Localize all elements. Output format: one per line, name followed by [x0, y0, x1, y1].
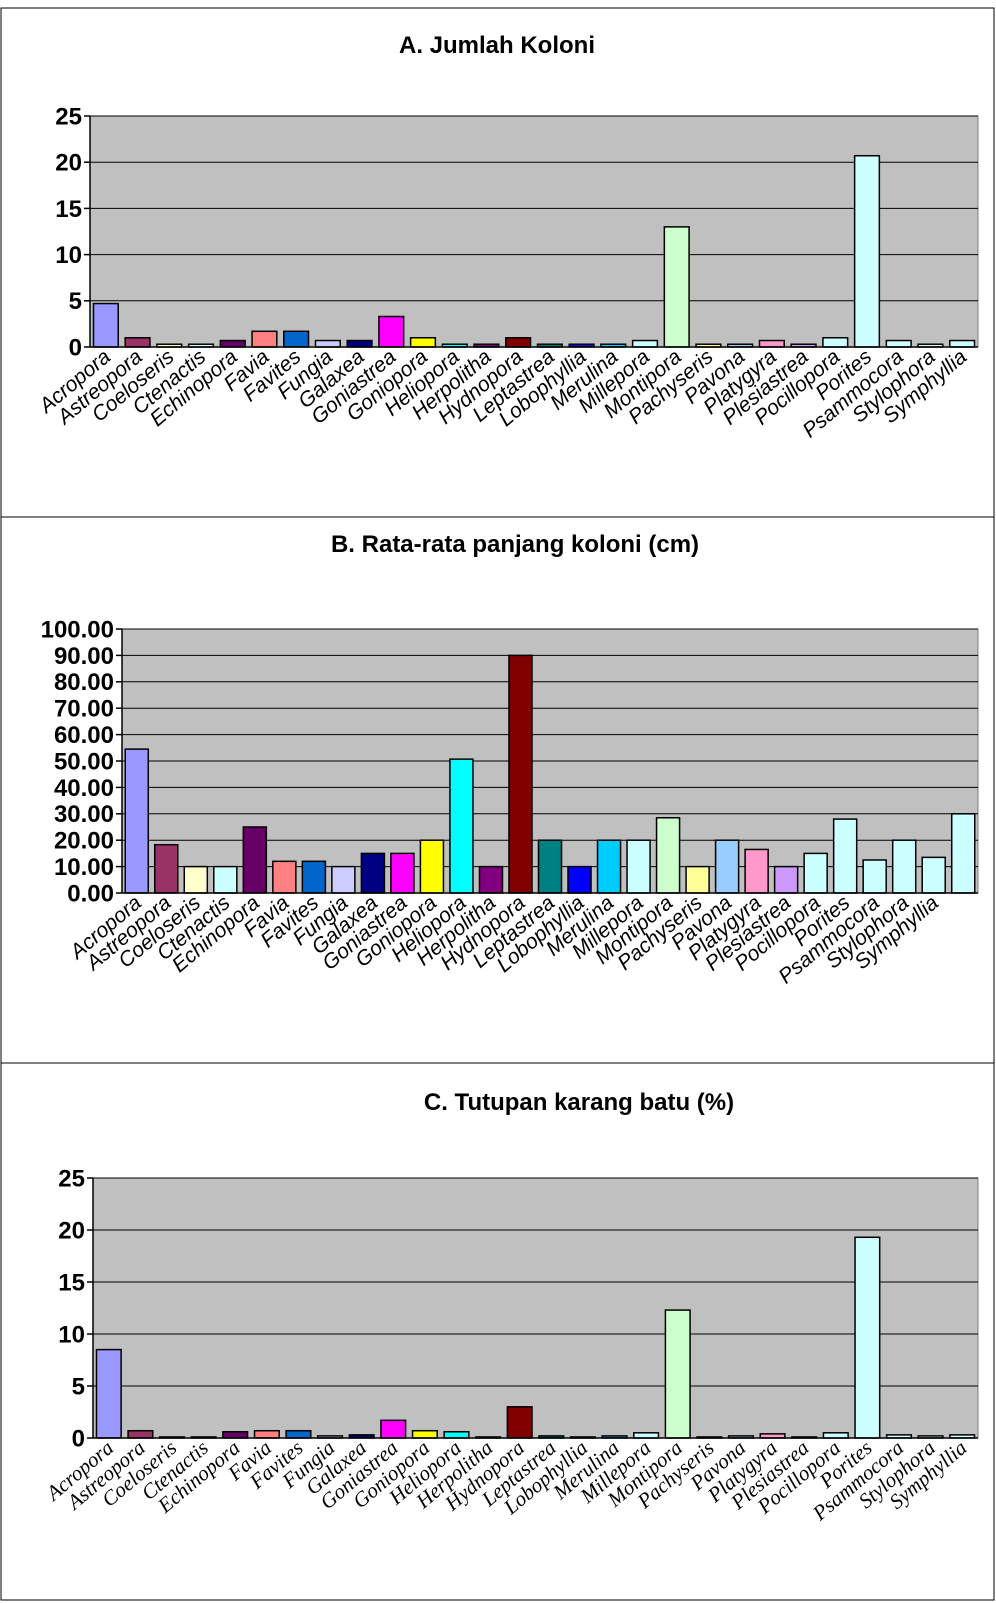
bar: [950, 813, 976, 894]
y-tick-label: 15: [55, 196, 82, 223]
y-tick-label: 5: [72, 1373, 85, 1400]
bar: [891, 839, 917, 894]
bar: [390, 852, 415, 894]
bar: [631, 339, 659, 348]
y-tick-label: 15: [58, 1269, 85, 1296]
bar: [655, 817, 681, 894]
bar: [251, 330, 278, 348]
bar: [449, 758, 474, 894]
y-tick-label: 30.00: [54, 801, 114, 828]
bar: [854, 1236, 881, 1439]
bar: [685, 865, 710, 894]
y-tick-labels: 0 5 10 15 20 25: [58, 1165, 93, 1452]
bar: [272, 860, 297, 894]
bar: [758, 339, 785, 348]
bar: [853, 154, 881, 348]
bar: [124, 337, 151, 348]
chart-title: C. Tutupan karang batu (%): [424, 1089, 734, 1116]
bar: [505, 337, 532, 348]
y-tick-label: 10.00: [54, 854, 114, 881]
y-tick-label: 90.00: [54, 643, 114, 670]
y-tick-label: 25: [58, 1165, 85, 1192]
bar: [714, 839, 740, 894]
y-tick-labels: 0.0010.0020.0030.0040.0050.0060.0070.008…: [41, 616, 122, 907]
bar: [885, 339, 912, 348]
y-tick-label: 0: [69, 334, 82, 361]
bar: [95, 1348, 122, 1439]
bar: [537, 839, 563, 894]
y-tick-label: 10: [58, 1321, 85, 1348]
gridlines: [90, 115, 978, 302]
plot-area: [89, 115, 979, 348]
y-tick-label: 100.00: [41, 616, 114, 643]
y-tick-label: 25: [55, 103, 82, 130]
y-tick-label: 20: [58, 1217, 85, 1244]
bar: [478, 865, 504, 894]
y-tick-label: 50.00: [54, 748, 114, 775]
y-tick-label: 60.00: [54, 722, 114, 749]
chart-title: A. Jumlah Koloni: [399, 32, 595, 59]
y-tick-label: 40.00: [54, 775, 114, 802]
bar: [360, 852, 386, 894]
bar: [921, 856, 946, 894]
bar: [92, 302, 119, 348]
y-tick-label: 80.00: [54, 669, 114, 696]
bar: [626, 839, 651, 894]
bar: [419, 839, 445, 894]
chart-title: B. Rata-rata panjang koloni (cm): [331, 531, 699, 558]
y-tick-label: 5: [69, 288, 82, 315]
bars: [95, 1236, 976, 1439]
bar: [154, 843, 179, 894]
bar: [508, 654, 533, 894]
bar: [283, 330, 310, 348]
y-tick-label: 20: [55, 150, 82, 177]
bar: [744, 848, 769, 894]
bar: [213, 865, 238, 894]
bar: [331, 865, 356, 894]
bar: [862, 859, 887, 894]
bar: [301, 860, 327, 894]
y-tick-label: 70.00: [54, 696, 114, 723]
bar: [219, 339, 246, 348]
bar: [506, 1406, 533, 1439]
bar: [664, 1309, 691, 1439]
bar: [378, 315, 405, 348]
bar: [663, 226, 690, 348]
bar: [567, 865, 592, 894]
bar: [380, 1419, 407, 1439]
bar: [346, 339, 373, 348]
y-tick-label: 0: [72, 1425, 85, 1452]
chart-panel-b: B. Rata-rata panjang koloni (cm) 0.0010.…: [41, 531, 979, 988]
gridlines: [93, 1177, 978, 1387]
bar: [242, 826, 268, 894]
bar: [832, 818, 858, 894]
bar: [822, 337, 849, 348]
bar: [773, 865, 799, 894]
y-tick-label: 0.00: [67, 880, 114, 907]
bar: [124, 748, 150, 894]
bar: [183, 865, 209, 894]
y-tick-labels: 0 5 10 15 20 25: [55, 103, 90, 361]
bar: [596, 839, 622, 894]
bar: [409, 337, 437, 348]
plot-area: [92, 1177, 979, 1439]
y-tick-label: 20.00: [54, 828, 114, 855]
bar: [314, 339, 341, 348]
bar: [803, 852, 828, 894]
bar: [949, 339, 976, 348]
y-tick-label: 10: [55, 242, 82, 269]
